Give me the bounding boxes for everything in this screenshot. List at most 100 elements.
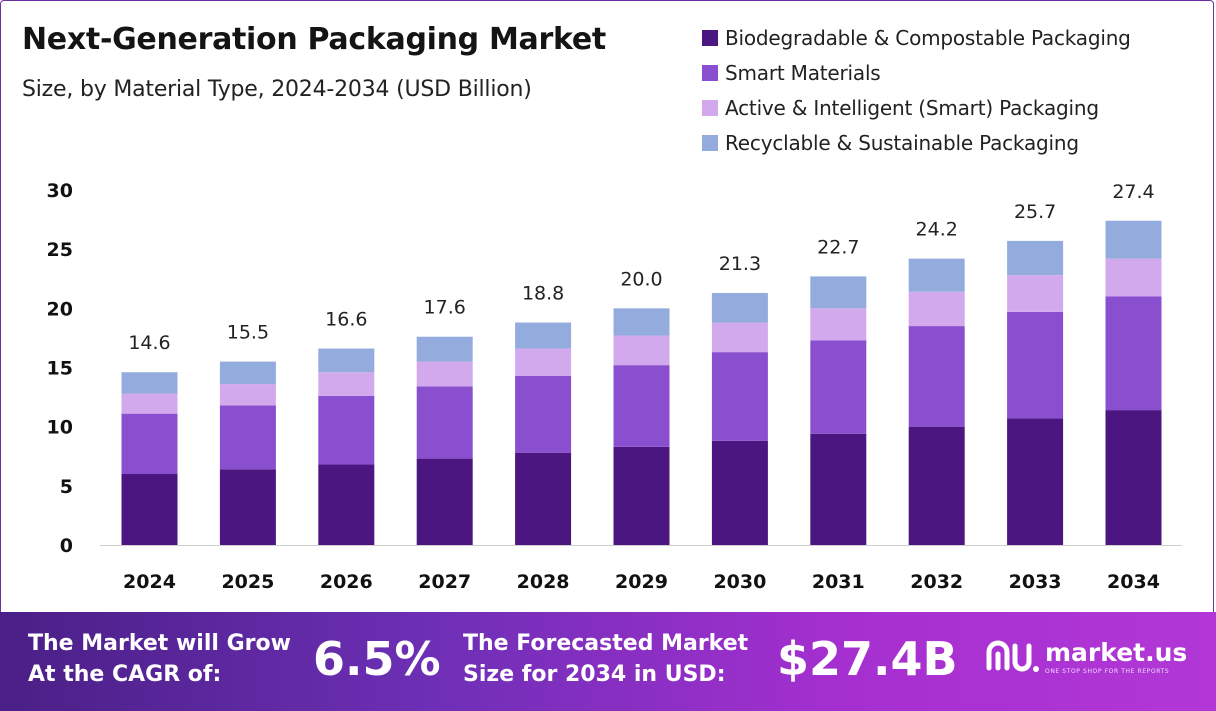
total-value-label: 27.4	[1112, 181, 1154, 203]
forecast-value: $27.4B	[777, 632, 958, 686]
cagr-value: 6.5%	[313, 632, 441, 686]
x-tick-label: 2029	[615, 571, 668, 593]
x-tick-label: 2028	[517, 571, 570, 593]
bar-segment	[908, 326, 965, 427]
legend-item-biodegradable: Biodegradable & Compostable Packaging	[702, 20, 1131, 55]
total-value-label: 20.0	[620, 268, 662, 290]
bar-segment	[1105, 220, 1162, 259]
market-us-logo-icon	[986, 640, 1039, 672]
cagr-label-line-2: At the CAGR of:	[28, 662, 222, 687]
y-tick-label: 15	[47, 358, 73, 380]
legend-label: Active & Intelligent (Smart) Packaging	[725, 95, 1099, 120]
bar-segment	[908, 426, 965, 545]
x-tick-label: 2030	[713, 571, 766, 593]
x-tick-label: 2024	[123, 571, 176, 593]
bar-segment	[515, 452, 572, 545]
bar-segment	[1007, 240, 1064, 276]
bar-segment	[1105, 258, 1162, 297]
bar-segment	[711, 352, 768, 441]
bar-segment	[810, 340, 867, 434]
x-tick-label: 2033	[1009, 571, 1062, 593]
legend-item-smart-materials: Smart Materials	[702, 55, 1131, 90]
bar-segment	[810, 276, 867, 309]
bar-segment	[515, 348, 572, 376]
logo-text: market.us	[1045, 637, 1188, 667]
bar-segment	[711, 322, 768, 353]
bar-segment	[810, 308, 867, 341]
total-value-label: 24.2	[916, 219, 958, 241]
total-value-label: 21.3	[719, 253, 761, 275]
legend-item-active-intelligent: Active & Intelligent (Smart) Packaging	[702, 90, 1131, 125]
legend-label: Biodegradable & Compostable Packaging	[725, 25, 1131, 50]
bar-segment	[121, 413, 178, 474]
legend-swatch	[702, 99, 718, 116]
total-value-label: 25.7	[1014, 201, 1056, 223]
cagr-label-line-1: The Market will Grow	[28, 631, 291, 656]
x-tick-label: 2025	[221, 571, 274, 593]
forecast-label: The Forecasted Market Size for 2034 in U…	[463, 628, 748, 690]
bar-segment	[318, 395, 375, 465]
bar-segment	[908, 258, 965, 292]
bar-segment	[613, 365, 670, 447]
bar-segment	[613, 446, 670, 545]
bar-segment	[515, 322, 572, 349]
bar-segment	[908, 291, 965, 327]
bar-segment	[219, 405, 276, 470]
legend-label: Recyclable & Sustainable Packaging	[725, 130, 1079, 155]
bar-segment	[416, 458, 473, 545]
y-tick-label: 10	[47, 417, 73, 439]
chart-legend: Biodegradable & Compostable Packaging Sm…	[702, 20, 1131, 160]
bar-segment	[416, 386, 473, 459]
chart-subtitle: Size, by Material Type, 2024-2034 (USD B…	[22, 77, 532, 102]
bar-segment	[613, 308, 670, 336]
bar-segment	[416, 361, 473, 387]
bar-segment	[810, 433, 867, 545]
y-tick-label: 5	[60, 476, 73, 498]
logo-tagline: ONE STOP SHOP FOR THE REPORTS	[1045, 667, 1170, 675]
total-value-label: 22.7	[817, 236, 859, 258]
x-tick-label: 2034	[1107, 571, 1160, 593]
market-us-logo: market.us ONE STOP SHOP FOR THE REPORTS	[985, 638, 1187, 676]
cagr-label: The Market will Grow At the CAGR of:	[28, 628, 291, 690]
x-tick-label: 2032	[910, 571, 963, 593]
bar-segment	[1007, 275, 1064, 312]
bar-segment	[121, 372, 178, 394]
bar-segment	[219, 384, 276, 406]
bar-segment	[1007, 311, 1064, 419]
bar-segment	[613, 335, 670, 366]
y-tick-label: 20	[47, 298, 73, 320]
bar-segment	[711, 440, 768, 545]
total-value-label: 16.6	[325, 309, 367, 331]
y-tick-label: 25	[47, 239, 73, 261]
forecast-label-line-2: Size for 2034 in USD:	[463, 662, 726, 687]
x-tick-label: 2031	[812, 571, 865, 593]
total-value-label: 15.5	[227, 322, 269, 344]
bar-segment	[711, 292, 768, 323]
total-value-label: 18.8	[522, 283, 564, 305]
legend-swatch	[702, 134, 718, 151]
stacked-bar-chart: 05101520253014.6202415.5202516.6202617.6…	[47, 180, 1182, 593]
bar-segment	[219, 361, 276, 385]
bar-segment	[219, 469, 276, 545]
forecast-label-line-1: The Forecasted Market	[463, 631, 749, 656]
legend-item-recyclable: Recyclable & Sustainable Packaging	[702, 125, 1131, 160]
summary-banner: The Market will Grow At the CAGR of: 6.5…	[0, 612, 1216, 711]
legend-swatch	[702, 29, 718, 46]
bar-segment	[318, 348, 375, 373]
bar-segment	[1105, 410, 1162, 545]
y-tick-label: 0	[60, 535, 73, 557]
bar-segment	[515, 375, 572, 453]
bar-segment	[121, 474, 178, 545]
bar-segment	[121, 393, 178, 414]
x-tick-label: 2026	[320, 571, 373, 593]
bar-segment	[416, 336, 473, 362]
bar-segment	[318, 464, 375, 545]
x-tick-label: 2027	[418, 571, 471, 593]
bar-segment	[1105, 296, 1162, 411]
bar-segment	[1007, 418, 1064, 545]
total-value-label: 17.6	[424, 297, 466, 319]
total-value-label: 14.6	[128, 332, 170, 354]
legend-label: Smart Materials	[725, 60, 881, 85]
chart-title: Next-Generation Packaging Market	[22, 22, 606, 57]
y-tick-label: 30	[47, 180, 73, 202]
